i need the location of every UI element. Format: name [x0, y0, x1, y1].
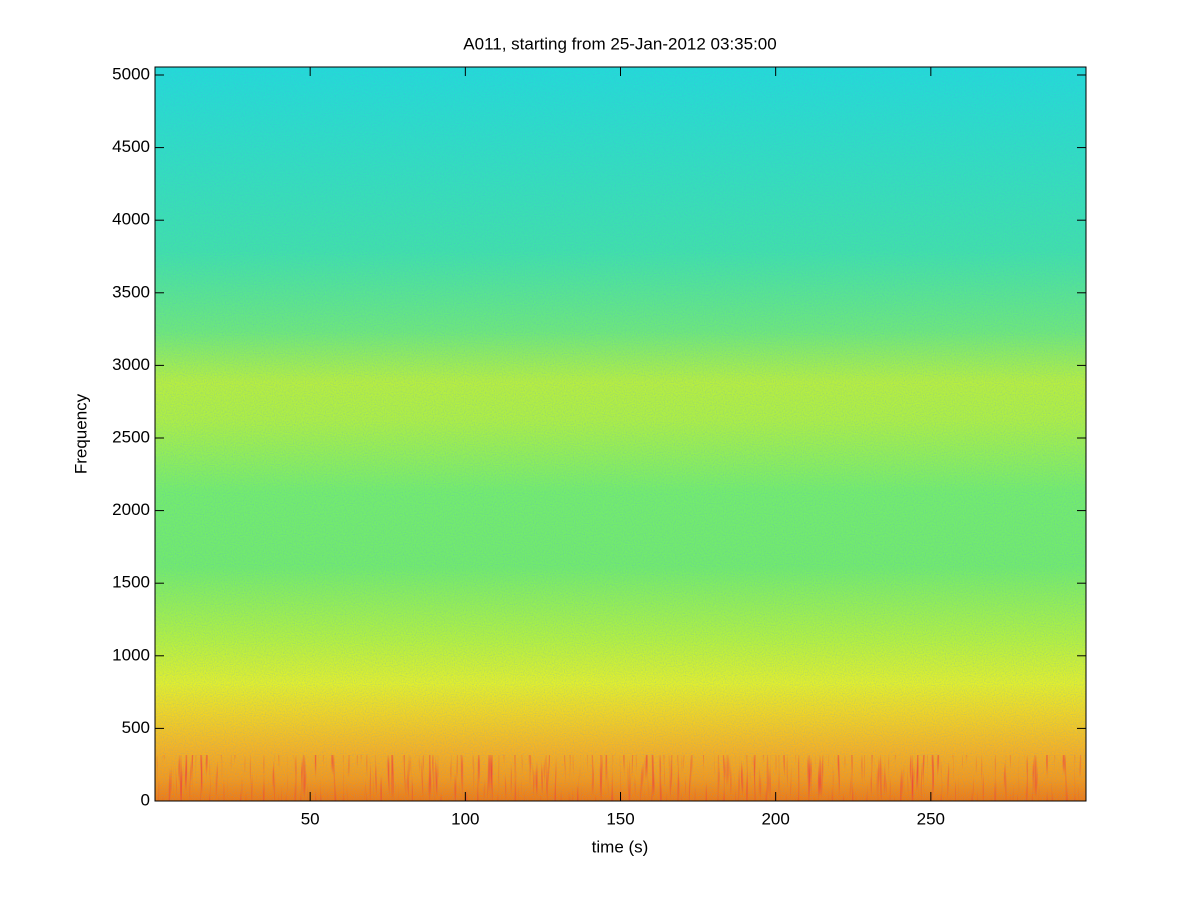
y-tick-label: 5000 [112, 64, 150, 83]
x-tick-label: 50 [301, 809, 320, 828]
y-tick-label: 2000 [112, 500, 150, 519]
x-tick-label: 100 [451, 809, 479, 828]
spectrogram-image [155, 67, 1086, 801]
y-tick-label: 0 [141, 790, 150, 809]
x-tick-label: 200 [761, 809, 789, 828]
x-tick-label: 250 [917, 809, 945, 828]
y-tick-label: 4000 [112, 210, 150, 229]
y-tick-label: 1500 [112, 573, 150, 592]
spectrogram-noise [155, 67, 1086, 801]
chart-title: A011, starting from 25-Jan-2012 03:35:00 [463, 34, 776, 53]
y-tick-label: 3500 [112, 282, 150, 301]
y-axis-label: Frequency [71, 393, 90, 474]
y-tick-label: 500 [122, 718, 150, 737]
y-tick-label: 4500 [112, 137, 150, 156]
y-tick-label: 2500 [112, 427, 150, 446]
y-tick-label: 1000 [112, 645, 150, 664]
x-axis-label: time (s) [592, 837, 649, 856]
x-tick-label: 150 [606, 809, 634, 828]
y-tick-label: 3000 [112, 355, 150, 374]
